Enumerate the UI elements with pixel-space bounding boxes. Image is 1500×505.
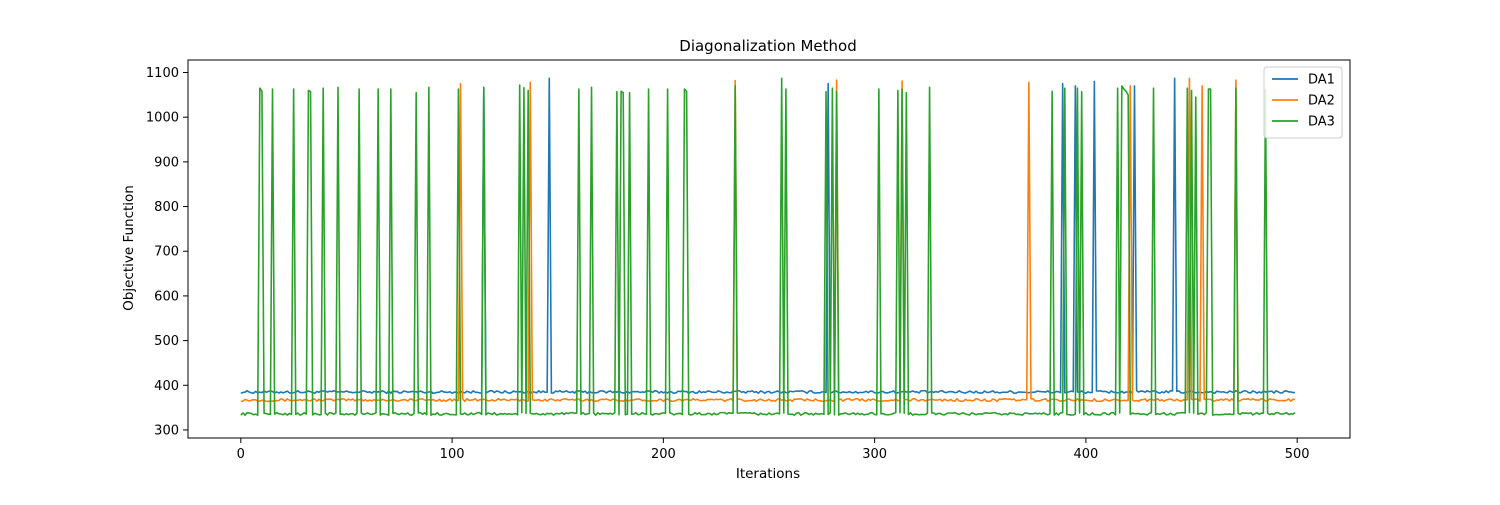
legend-label-da3: DA3 <box>1308 115 1335 130</box>
chart-title: Diagonalization Method <box>679 37 856 55</box>
legend-label-da1: DA1 <box>1308 73 1335 88</box>
x-tick-label: 300 <box>862 447 887 462</box>
x-tick-label: 0 <box>237 447 245 462</box>
y-tick-label: 900 <box>154 155 179 170</box>
x-axis-label: Iterations <box>736 466 800 482</box>
x-tick-label: 500 <box>1285 447 1310 462</box>
y-tick-label: 1000 <box>146 111 179 126</box>
y-tick-label: 800 <box>154 200 179 215</box>
legend: DA1 DA2 DA3 <box>1263 66 1343 139</box>
y-tick-label: 300 <box>154 423 179 438</box>
x-tick-label: 400 <box>1073 447 1098 462</box>
y-tick-label: 400 <box>154 379 179 394</box>
series-line-da3 <box>240 77 1296 417</box>
legend-label-da2: DA2 <box>1308 94 1335 109</box>
x-tick-label: 200 <box>651 447 676 462</box>
x-axis: 0 100 200 300 400 500 <box>237 438 1310 462</box>
series-line-da1 <box>240 77 1296 395</box>
y-axis-label: Objective Function <box>121 185 137 311</box>
y-tick-label: 500 <box>154 334 179 349</box>
series-layer <box>240 77 1296 417</box>
x-tick-label: 100 <box>440 447 465 462</box>
y-axis: 300 400 500 600 700 800 900 1000 1100 <box>146 66 188 438</box>
y-tick-label: 600 <box>154 289 179 304</box>
y-tick-label: 700 <box>154 245 179 260</box>
plot-area-frame <box>187 59 1351 439</box>
y-tick-label: 1100 <box>146 66 179 81</box>
